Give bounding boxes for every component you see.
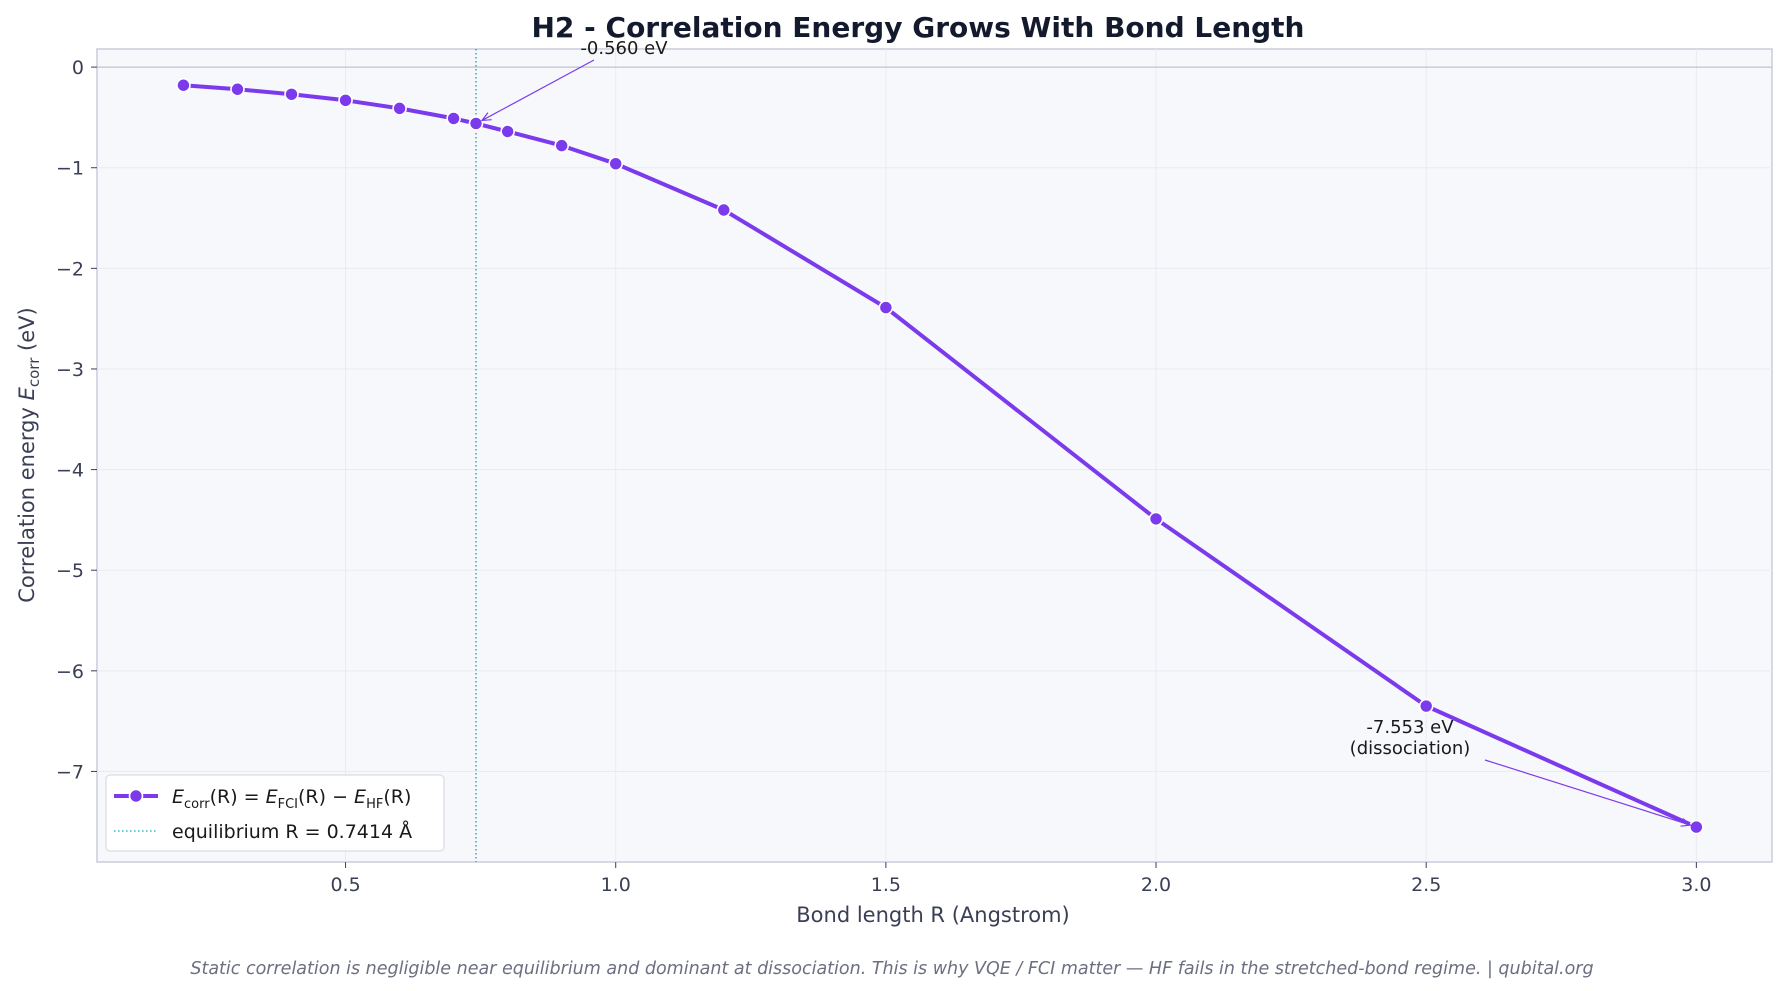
data-point <box>338 93 353 108</box>
annotation-equilibrium-value: -0.560 eV <box>580 38 668 59</box>
annotation-dissociation-line: (dissociation) <box>1350 738 1471 759</box>
data-point <box>284 86 299 102</box>
annotations: -0.560 eV -7.553 eV(dissociation) <box>482 38 1690 825</box>
plot-area <box>96 48 1773 863</box>
y-tick-label: −3 <box>56 359 84 381</box>
legend-series-label: Ecorr(R) = EFCI(R) − EHF(R) <box>172 786 411 812</box>
y-axis-label: Correlation energy Ecorr (eV) <box>15 307 43 602</box>
data-point <box>500 124 515 139</box>
x-tick-label: 2.5 <box>1411 874 1441 896</box>
x-tick-label: 3.0 <box>1681 874 1711 896</box>
legend-series-marker <box>128 788 144 804</box>
data-point <box>1689 819 1704 835</box>
annotation-dissociation-line: -7.553 eV <box>1366 717 1454 738</box>
annotation-arrow <box>482 59 595 120</box>
data-point <box>608 156 624 172</box>
data-point <box>392 101 407 116</box>
legend-box <box>105 774 445 852</box>
x-tick-label: 1.0 <box>601 874 631 896</box>
x-axis-label: Bond length R (Angstrom) <box>796 903 1070 927</box>
annotation-arrow <box>1484 759 1690 825</box>
x-tick-label: 0.5 <box>330 874 360 896</box>
legend: Ecorr(R) = EFCI(R) − EHF(R) equilibrium … <box>105 774 445 852</box>
series-layer <box>176 77 1704 835</box>
data-point <box>446 111 461 126</box>
legend-equilibrium-label: equilibrium R = 0.7414 Å <box>172 820 412 843</box>
y-tick-label: −7 <box>56 761 84 783</box>
data-point <box>468 116 484 131</box>
data-point <box>716 202 732 218</box>
y-tick-label: −2 <box>56 258 84 280</box>
x-tick-label: 1.5 <box>871 874 901 896</box>
data-point <box>230 81 245 97</box>
y-tick-label: −4 <box>56 460 84 482</box>
chart-title: H2 - Correlation Energy Grows With Bond … <box>531 11 1304 44</box>
x-tick-label: 2.0 <box>1141 874 1171 896</box>
y-tick-label: 0 <box>72 57 84 79</box>
y-tick-label: −5 <box>56 560 84 582</box>
data-point <box>554 138 569 153</box>
data-point <box>878 300 894 315</box>
data-point <box>1418 698 1434 714</box>
data-point <box>1148 511 1164 527</box>
y-tick-label: −1 <box>56 158 84 180</box>
axis-ticks: 0.5 1.0 1.5 2.0 2.5 3.0 0 −1 −2 −3 −4 −5 −6 −7 <box>56 57 1711 896</box>
data-point <box>176 77 191 93</box>
y-tick-label: −6 <box>56 661 84 683</box>
footer-note: Static correlation is negligible near eq… <box>190 959 1593 979</box>
